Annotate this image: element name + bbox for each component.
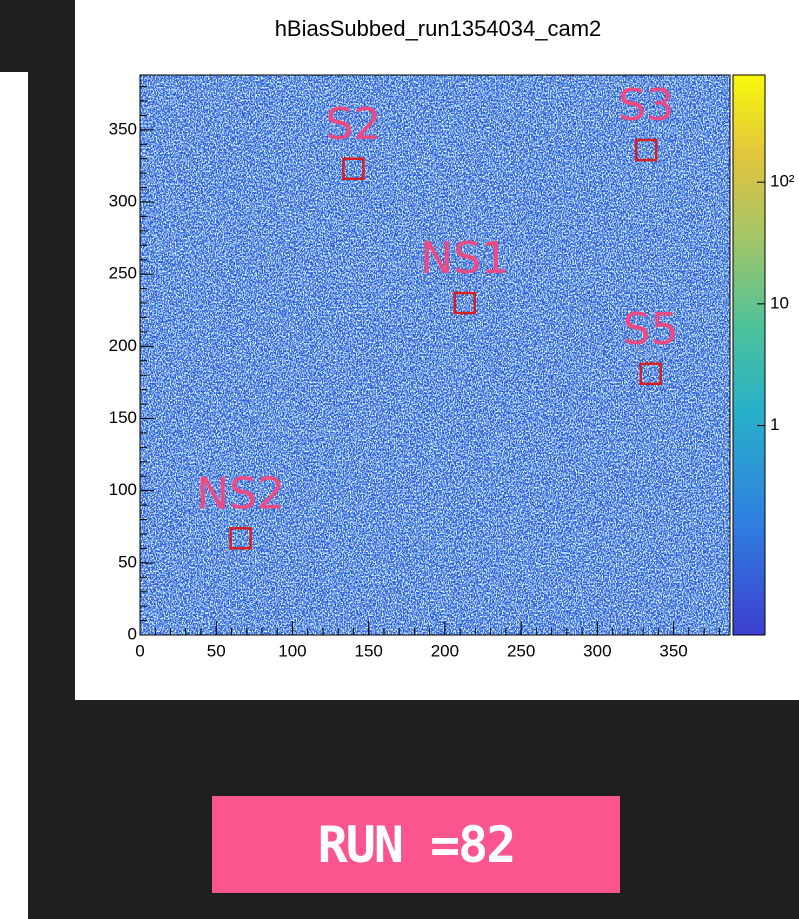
- x-tick-label: 150: [354, 641, 382, 660]
- y-tick-label: 150: [109, 408, 137, 427]
- y-tick-label: 100: [109, 480, 137, 499]
- x-tick-label: 50: [207, 641, 226, 660]
- colorbar-tick-label: 10: [770, 293, 789, 312]
- chart: hBiasSubbed_run1354034_cam2 050100150200…: [0, 0, 799, 919]
- y-tick-label: 250: [109, 264, 137, 283]
- annotation-label: S3: [618, 80, 674, 131]
- colorbar: [733, 75, 765, 635]
- run-label: RUN =82: [212, 796, 620, 893]
- x-tick-label: 100: [278, 641, 306, 660]
- slide: hBiasSubbed_run1354034_cam2 050100150200…: [0, 0, 799, 919]
- x-tick-label: 0: [135, 641, 144, 660]
- y-tick-label: 350: [109, 119, 137, 138]
- x-tick-label: 200: [431, 641, 459, 660]
- y-tick-label: 200: [109, 336, 137, 355]
- x-tick-label: 250: [507, 641, 535, 660]
- x-tick-label: 350: [659, 641, 687, 660]
- colorbar-tick-label: 10²: [770, 172, 795, 191]
- annotation-label: NS1: [420, 233, 509, 284]
- annotation-label: S2: [325, 99, 381, 150]
- y-tick-label: 0: [128, 624, 137, 643]
- annotation-label: S5: [623, 304, 679, 355]
- y-tick-label: 50: [118, 552, 137, 571]
- colorbar-tick-label: 1: [770, 415, 779, 434]
- y-tick-label: 300: [109, 191, 137, 210]
- chart-title: hBiasSubbed_run1354034_cam2: [275, 16, 602, 41]
- x-tick-label: 300: [583, 641, 611, 660]
- annotation-label: NS2: [196, 468, 285, 519]
